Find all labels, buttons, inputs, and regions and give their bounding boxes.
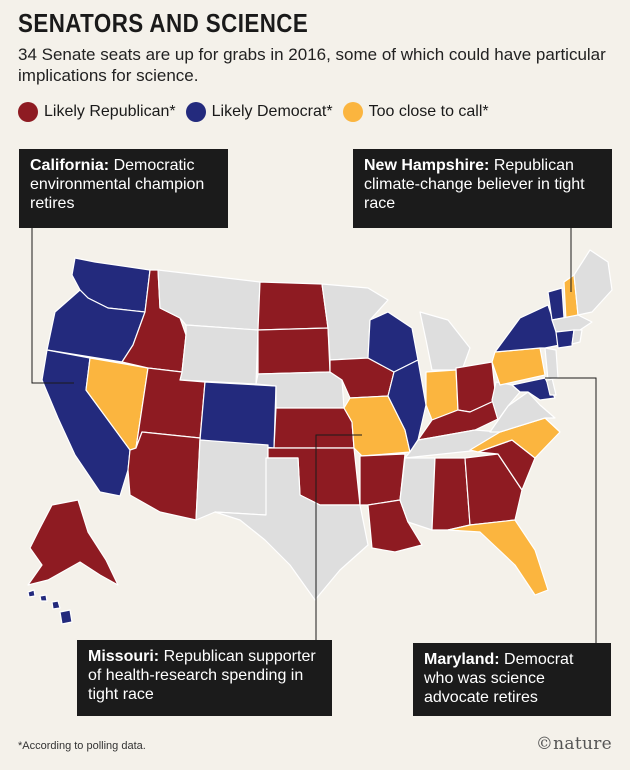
callout-california: California: Democratic environmental cha…	[19, 149, 228, 228]
state-ar	[359, 453, 406, 506]
state-nd	[257, 281, 329, 331]
state-va	[489, 391, 556, 433]
subtitle: 34 Senate seats are up for grabs in 2016…	[18, 45, 606, 85]
nature-logo: ©nature	[535, 734, 612, 754]
callout-missouri: Missouri: Republican supporter of health…	[77, 640, 332, 716]
state-fl	[447, 519, 549, 596]
leader-line-maryland	[545, 377, 597, 643]
callout-maryland: Maryland: Democrat who was science advoc…	[413, 643, 611, 716]
state-wy	[179, 324, 259, 385]
callout-california-text: Democratic environmental champion retire…	[30, 157, 205, 212]
legend-item-tossup: Too close to call*	[342, 102, 489, 122]
callout-california-state: California:	[30, 157, 110, 174]
legend-item-democrat: Likely Democrat*	[185, 102, 333, 122]
state-ny	[494, 304, 561, 353]
callout-maryland-text: Democrat who was science advocate retire…	[424, 651, 574, 706]
state-az	[127, 431, 201, 521]
state-sd	[257, 327, 331, 375]
legend-item-republican: Likely Republican*	[18, 102, 176, 122]
state-hi-4	[59, 609, 73, 625]
state-co	[199, 381, 277, 449]
state-ri	[571, 329, 583, 345]
state-tx	[214, 457, 369, 601]
legend-swatch-republican	[18, 102, 38, 122]
callout-maryland-state: Maryland:	[424, 651, 500, 668]
state-ak	[27, 499, 119, 586]
state-ma	[551, 314, 593, 333]
legend-swatch-tossup	[342, 102, 363, 122]
state-hi-1	[27, 589, 36, 598]
leader-line-missouri	[315, 434, 362, 640]
legend-label-republican: Likely Republican*	[44, 103, 176, 120]
state-ms	[399, 457, 436, 531]
callout-new-hampshire: New Hampshire: Republican climate-change…	[353, 149, 612, 228]
callout-missouri-state: Missouri:	[88, 648, 160, 665]
footnote: *According to polling data.	[18, 740, 146, 752]
page-title: SENATORS AND SCIENCE	[18, 8, 309, 38]
state-pa	[491, 347, 546, 386]
state-mi	[419, 311, 471, 371]
callout-new-hampshire-text: Republican climate-change believer in ti…	[364, 157, 585, 212]
state-hi-3	[51, 600, 61, 610]
legend-label-democrat: Likely Democrat*	[211, 103, 333, 120]
state-ct	[555, 329, 575, 349]
state-nj	[544, 347, 559, 381]
callout-missouri-text: Republican supporter of health-research …	[88, 648, 316, 703]
state-nm	[195, 439, 269, 521]
legend-label-tossup: Too close to call*	[368, 103, 489, 120]
state-me	[573, 249, 613, 316]
legend: Likely Republican* Likely Democrat* Too …	[18, 102, 499, 122]
state-ks	[273, 407, 355, 449]
state-tn	[404, 429, 501, 459]
state-hi-2	[39, 594, 48, 602]
state-ga	[464, 453, 523, 526]
legend-swatch-democrat	[185, 102, 206, 122]
leader-line-california	[31, 228, 74, 384]
state-al	[431, 457, 471, 531]
callout-new-hampshire-state: New Hampshire:	[364, 157, 490, 174]
